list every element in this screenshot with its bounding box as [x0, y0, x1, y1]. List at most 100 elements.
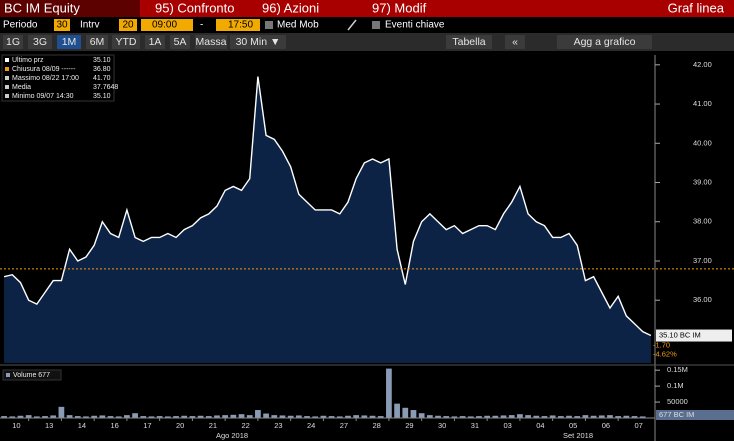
y-tick-label: 0.15M — [667, 365, 688, 374]
button[interactable] — [86, 35, 108, 49]
checkbox[interactable] — [372, 21, 380, 29]
menu-item[interactable]: 96) Azioni — [262, 0, 319, 15]
volume-swatch — [6, 373, 10, 377]
button[interactable] — [170, 35, 190, 49]
menu-item[interactable]: 97) Modif — [372, 0, 427, 15]
button-label[interactable]: 6M — [90, 36, 105, 48]
legend-swatch — [5, 94, 9, 98]
x-tick-label: 16 — [110, 421, 118, 430]
volume-bar — [124, 415, 130, 418]
input-text[interactable]: 09:00 — [152, 20, 177, 31]
legend-swatch — [5, 76, 9, 80]
volume-bar — [484, 415, 491, 418]
input-text[interactable]: 17:50 — [228, 20, 253, 31]
security[interactable]: BC IM Equity — [4, 0, 80, 15]
volume-bar — [476, 416, 482, 418]
y-tick-label: 38.00 — [693, 217, 712, 226]
label: Intrv — [80, 20, 99, 31]
x-tick-label: 10 — [12, 421, 20, 430]
button-label[interactable]: 3G — [33, 36, 47, 48]
security-box — [0, 0, 140, 17]
volume-bar — [99, 415, 106, 418]
volume-bar — [345, 415, 351, 418]
button[interactable] — [195, 35, 227, 49]
button[interactable] — [505, 35, 525, 49]
button-label[interactable]: YTD — [116, 36, 137, 48]
change: -1.70 — [653, 341, 670, 350]
button-label[interactable]: « — [512, 36, 518, 48]
input[interactable] — [141, 19, 193, 31]
x-tick-label: 13 — [45, 421, 53, 430]
input[interactable] — [54, 19, 70, 31]
button[interactable] — [112, 35, 140, 49]
input[interactable] — [119, 19, 137, 31]
button-label[interactable]: 1A — [149, 36, 162, 48]
volume-bar — [222, 415, 229, 418]
x-tick-label: 06 — [602, 421, 610, 430]
volume-bar — [615, 416, 622, 418]
volume-bar — [74, 416, 81, 418]
x-tick-label: 03 — [503, 421, 511, 430]
legend-name: Massimo 08/22 17:00 — [12, 75, 79, 82]
volume-bar — [410, 410, 417, 418]
pen-icon[interactable] — [347, 19, 357, 31]
volume-bar — [500, 415, 507, 418]
x-tick-label: 17 — [143, 421, 151, 430]
button-label[interactable]: 1M — [62, 36, 77, 48]
button[interactable] — [230, 35, 286, 49]
y-tick-label: 41.00 — [693, 99, 712, 108]
label: Med Mob — [277, 20, 319, 31]
volume-bar — [164, 416, 171, 418]
button-label[interactable]: 30 Min ▼ — [236, 36, 281, 48]
volume-bar — [631, 416, 638, 418]
button-label[interactable]: Massa — [196, 36, 227, 48]
view-name: Graf linea — [668, 0, 725, 15]
volume-bar — [197, 415, 204, 418]
volume-bar — [246, 415, 253, 418]
x-tick-label: 07 — [634, 421, 642, 430]
button-label[interactable]: Tabella — [452, 36, 485, 48]
label: Periodo — [3, 20, 38, 31]
button[interactable] — [3, 35, 23, 49]
button[interactable] — [145, 35, 165, 49]
input-text[interactable]: 20 — [122, 20, 134, 31]
button-label[interactable]: 5A — [174, 36, 187, 48]
checkbox[interactable] — [265, 21, 273, 29]
volume-bar — [607, 415, 613, 418]
legend-name: Ultimo prz — [12, 57, 44, 64]
volume-bar — [557, 416, 564, 418]
legend-name: Chiusura 08/09 ------ — [12, 66, 76, 73]
button[interactable] — [28, 35, 52, 49]
volume-legend-box — [2, 369, 62, 381]
volume-bar — [148, 416, 155, 418]
x-tick-label: 31 — [471, 421, 479, 430]
volume-bar — [181, 415, 188, 418]
x-tick-label: 28 — [372, 421, 380, 430]
x-tick-label: 22 — [241, 421, 249, 430]
input-text[interactable]: 30 — [56, 20, 68, 31]
input[interactable] — [216, 19, 260, 31]
volume-bar — [295, 415, 302, 418]
button[interactable] — [57, 35, 81, 49]
volume-bar — [566, 415, 572, 418]
menu-item[interactable]: 95) Confronto — [155, 0, 235, 15]
volume-bar — [107, 416, 114, 418]
x-tick-label: 04 — [536, 421, 544, 430]
volume-bar — [328, 416, 335, 418]
volume-tag: 677 BC IM — [659, 410, 694, 419]
y-tick-label: 40.00 — [693, 138, 712, 147]
button[interactable] — [557, 35, 652, 49]
button-label[interactable]: 1G — [6, 36, 20, 48]
price-tag: 35.10 BC IM — [659, 331, 701, 340]
x-tick-label: 21 — [209, 421, 217, 430]
legend-value: 36.80 — [93, 66, 111, 73]
volume-bar — [320, 415, 327, 418]
volume-bar — [443, 416, 450, 418]
controls-bar — [0, 17, 734, 33]
price-tag-box — [656, 329, 732, 342]
volume-bar — [279, 415, 286, 418]
volume-bar — [541, 416, 548, 418]
button[interactable] — [446, 35, 492, 49]
button-label[interactable]: Agg a grafico — [574, 36, 636, 48]
